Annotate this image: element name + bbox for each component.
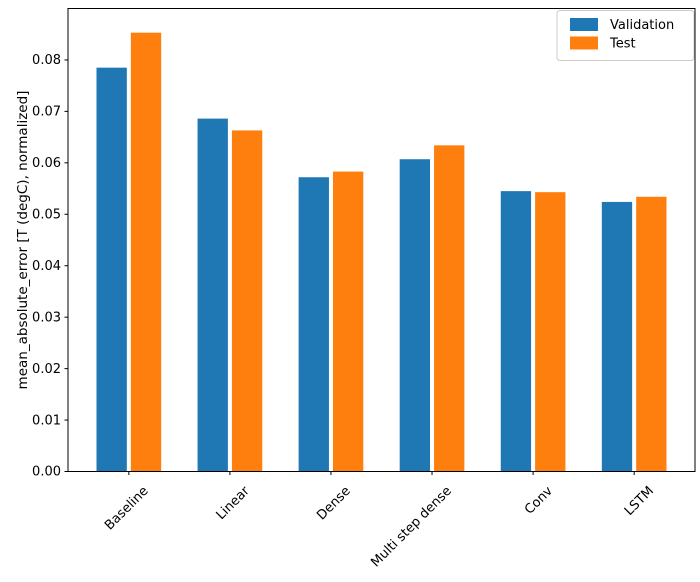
x-tick-label: Conv <box>522 484 556 518</box>
legend-label: Test <box>609 37 636 52</box>
x-axis: Baseline Linear Dense Multi step dense Conv L… <box>102 471 657 571</box>
y-tick-label: 0.08 <box>32 53 61 68</box>
y-axis: 0.00 0.01 0.02 0.03 0.04 0.05 0.06 0.07 0.08 <box>32 53 68 480</box>
legend-swatch-validation <box>570 18 598 31</box>
y-tick-label: 0.03 <box>32 310 61 325</box>
x-tick-label: Dense <box>314 484 354 524</box>
x-tick-label: Baseline <box>102 484 152 534</box>
bar-validation-conv <box>500 191 532 472</box>
y-tick-label: 0.07 <box>32 105 61 120</box>
x-tick-label: Linear <box>214 483 254 523</box>
bar-test-baseline <box>130 32 162 472</box>
legend-item-test: Test <box>570 36 636 52</box>
bar-validation-dense <box>298 177 329 472</box>
bar-test-multi-step-dense <box>434 145 465 472</box>
bar-test-conv <box>535 192 566 472</box>
legend-item-validation: Validation <box>570 18 674 33</box>
y-tick-label: 0.04 <box>32 259 61 274</box>
y-tick-label: 0.06 <box>32 156 61 171</box>
y-tick-label: 0.00 <box>32 465 61 480</box>
x-tick-label: Multi step dense <box>368 484 455 571</box>
y-tick-label: 0.01 <box>32 413 61 428</box>
bar-validation-linear <box>197 118 228 472</box>
bar-validation-multi-step-dense <box>399 159 431 472</box>
axes-frame <box>67 8 696 472</box>
series-test <box>130 32 667 472</box>
bar-test-dense <box>332 171 364 472</box>
y-axis-label: mean_absolute_error [T (degC), normalize… <box>15 91 31 390</box>
bar-test-linear <box>231 130 263 472</box>
y-tick-label: 0.02 <box>32 362 61 377</box>
legend: Validation Test <box>556 10 695 61</box>
y-tick-label: 0.05 <box>32 207 61 222</box>
legend-label: Validation <box>610 18 674 33</box>
legend-swatch-test <box>570 36 598 50</box>
bar-validation-lstm <box>601 201 633 472</box>
bar-test-lstm <box>636 196 667 472</box>
x-tick-label: LSTM <box>622 484 657 519</box>
plot-area <box>68 8 695 472</box>
series-validation <box>96 67 633 472</box>
bar-validation-baseline <box>96 67 127 472</box>
